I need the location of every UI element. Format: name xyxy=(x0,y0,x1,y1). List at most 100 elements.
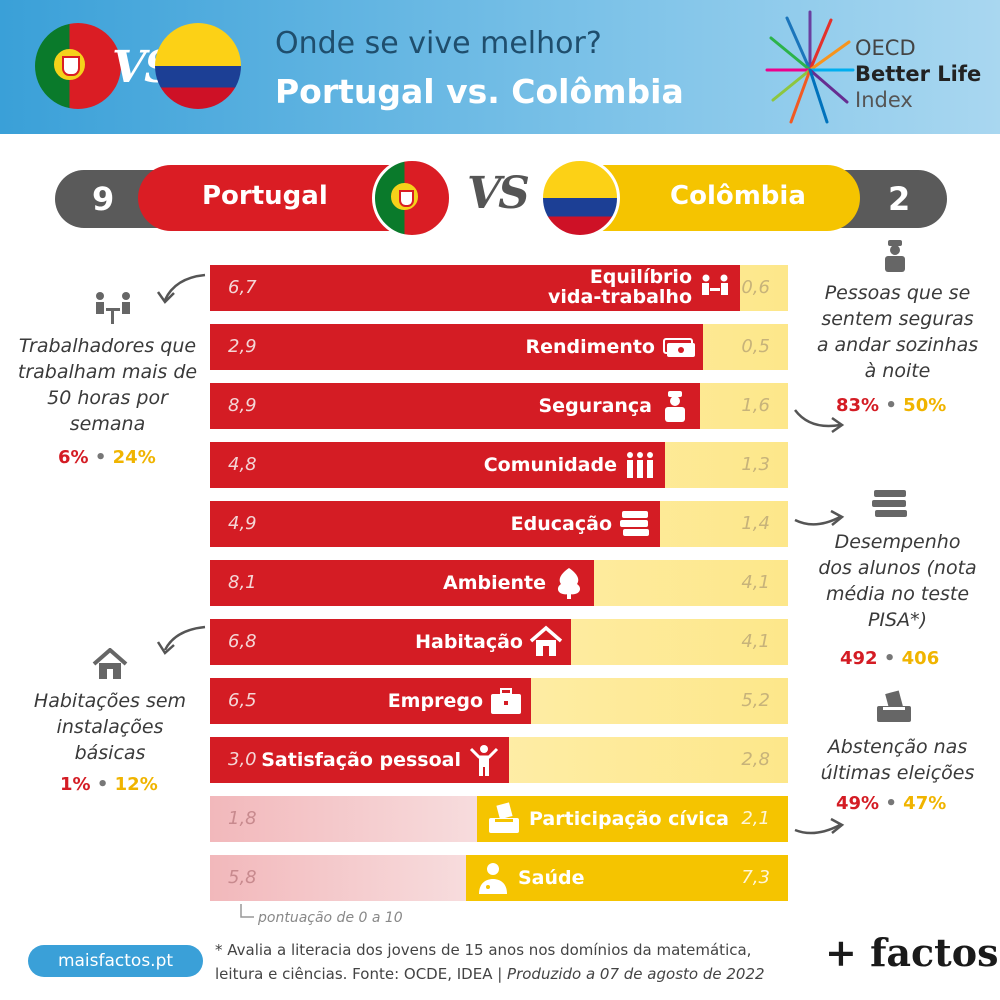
colombia-value: 1,4 xyxy=(741,513,770,534)
separator: • xyxy=(94,447,107,468)
education-stats: 492 • 406 xyxy=(840,648,939,669)
education-stat-co: 406 xyxy=(901,648,940,669)
person-happy-icon xyxy=(469,745,499,776)
page-subtitle: Portugal vs. Colômbia xyxy=(275,72,684,111)
separator: • xyxy=(883,648,896,669)
housing-annotation: Habitações sem instalações básicas xyxy=(10,688,210,766)
education-annotation-line: PISA*) xyxy=(867,609,928,631)
colombia-label: Colômbia xyxy=(670,181,806,211)
category-label: Comunidade xyxy=(483,454,617,476)
category-label: Saúde xyxy=(518,867,585,889)
portugal-bar xyxy=(210,619,571,665)
ballot-icon xyxy=(489,802,519,833)
education-annotation-line: dos alunos (nota xyxy=(818,557,977,579)
work-stat-co: 24% xyxy=(112,447,156,468)
colombia-value: 0,5 xyxy=(741,336,770,357)
vote-stat-pt: 49% xyxy=(836,793,880,814)
vote-annotation-line: últimas eleições xyxy=(820,762,975,784)
portugal-value: 4,9 xyxy=(228,513,257,534)
portugal-bar xyxy=(210,324,703,370)
portugal-value: 6,5 xyxy=(228,690,257,711)
separator: • xyxy=(885,395,897,416)
portugal-bar xyxy=(210,796,477,842)
work-stat-pt: 6% xyxy=(58,447,89,468)
work-annotation-line: Trabalhadores que xyxy=(18,335,197,357)
safety-annotation-line: a andar sozinhas xyxy=(816,334,979,356)
page-title: Onde se vive melhor? xyxy=(275,26,602,61)
category-label: Rendimento xyxy=(525,336,655,358)
work-annotation-line: trabalham mais de xyxy=(17,361,198,383)
portugal-value: 1,8 xyxy=(228,808,257,829)
vote-stats: 49% • 47% xyxy=(836,793,946,814)
comparison-row: 4,9 1,4 Educação xyxy=(210,501,788,547)
work-annotation: Trabalhadores que trabalham mais de 50 h… xyxy=(5,333,210,437)
police-icon xyxy=(665,391,685,422)
housing-stats: 1% • 12% xyxy=(60,774,158,795)
work-stats: 6% • 24% xyxy=(58,447,156,468)
portugal-bar xyxy=(210,265,740,311)
safety-stats: 83% • 50% xyxy=(836,395,946,416)
oecd-logo-icon xyxy=(765,10,855,124)
comparison-row: 8,1 4,1 Ambiente xyxy=(210,560,788,606)
colombia-value: 7,3 xyxy=(741,867,770,888)
footnote-date: Produzido a 07 de agosto de 2022 xyxy=(507,965,765,983)
safety-annotation-line: Pessoas que se xyxy=(824,282,971,304)
safety-annotation-line: à noite xyxy=(864,360,931,382)
portugal-bar xyxy=(210,442,665,488)
colombia-value: 4,1 xyxy=(741,631,770,652)
category-label: Satisfação pessoal xyxy=(261,749,461,771)
portugal-bar xyxy=(210,383,700,429)
colombia-value: 0,6 xyxy=(741,277,770,298)
category-label: Habitação xyxy=(415,631,523,653)
comparison-row: 6,7 0,6 Equilíbrio vida-trabalho xyxy=(210,265,788,311)
housing-stat-co: 12% xyxy=(114,774,158,795)
vote-annotation-line: Abstenção nas xyxy=(827,736,968,758)
housing-annotation-line: instalações xyxy=(56,716,164,738)
books-icon xyxy=(620,511,649,536)
comparison-row: 2,9 0,5 Rendimento xyxy=(210,324,788,370)
portugal-bar xyxy=(210,855,466,901)
portugal-value: 8,9 xyxy=(228,395,257,416)
comparison-row: 3,0 2,8 Satisfação pessoal xyxy=(210,737,788,783)
site-link[interactable]: maisfactos.pt xyxy=(28,945,203,977)
better-life-label: Better Life xyxy=(855,62,982,86)
education-annotation-line: média no teste xyxy=(825,583,970,605)
portugal-bar xyxy=(210,737,509,783)
portugal-flag-icon xyxy=(35,23,121,109)
education-annotation: Desempenho dos alunos (nota média no tes… xyxy=(800,529,995,633)
colombia-value: 1,6 xyxy=(741,395,770,416)
colombia-value: 2,8 xyxy=(741,749,770,770)
work-life-icon xyxy=(702,274,728,295)
colombia-value: 4,1 xyxy=(741,572,770,593)
portugal-value: 3,0 xyxy=(228,749,257,770)
category-label: Participação cívica xyxy=(529,808,729,830)
portugal-value: 4,8 xyxy=(228,454,257,475)
oecd-label: OECD xyxy=(855,36,916,60)
comparison-row: 6,5 5,2 Emprego xyxy=(210,678,788,724)
portugal-value: 6,7 xyxy=(228,277,257,298)
separator: • xyxy=(885,793,897,814)
portugal-score: 9 xyxy=(92,180,115,218)
category-label: Equilíbrio vida-trabalho xyxy=(548,266,692,308)
briefcase-icon xyxy=(491,688,521,714)
safety-annotation-line: sentem seguras xyxy=(821,308,974,330)
colombia-value: 2,1 xyxy=(741,808,770,829)
comparison-row: 4,8 1,3 Comunidade xyxy=(210,442,788,488)
safety-stat-co: 50% xyxy=(903,395,947,416)
portugal-bar xyxy=(210,678,531,724)
work-annotation-line: 50 horas por xyxy=(47,387,168,409)
portugal-value: 2,9 xyxy=(228,336,257,357)
colombia-flag-icon xyxy=(540,158,620,238)
money-icon xyxy=(663,338,695,357)
housing-annotation-line: Habitações sem xyxy=(33,690,187,712)
vote-stat-co: 47% xyxy=(903,793,947,814)
category-label: Educação xyxy=(510,513,612,535)
portugal-label: Portugal xyxy=(202,181,328,211)
score-vs: VS xyxy=(467,168,530,219)
comparison-row: 1,8 2,1 Participação cívica xyxy=(210,796,788,842)
work-annotation-line: semana xyxy=(69,413,146,435)
scale-note: pontuação de 0 a 10 xyxy=(258,910,403,926)
footnote-line: * Avalia a literacia dos jovens de 15 an… xyxy=(215,941,752,959)
education-annotation-line: Desempenho xyxy=(834,531,961,553)
safety-stat-pt: 83% xyxy=(836,395,880,416)
